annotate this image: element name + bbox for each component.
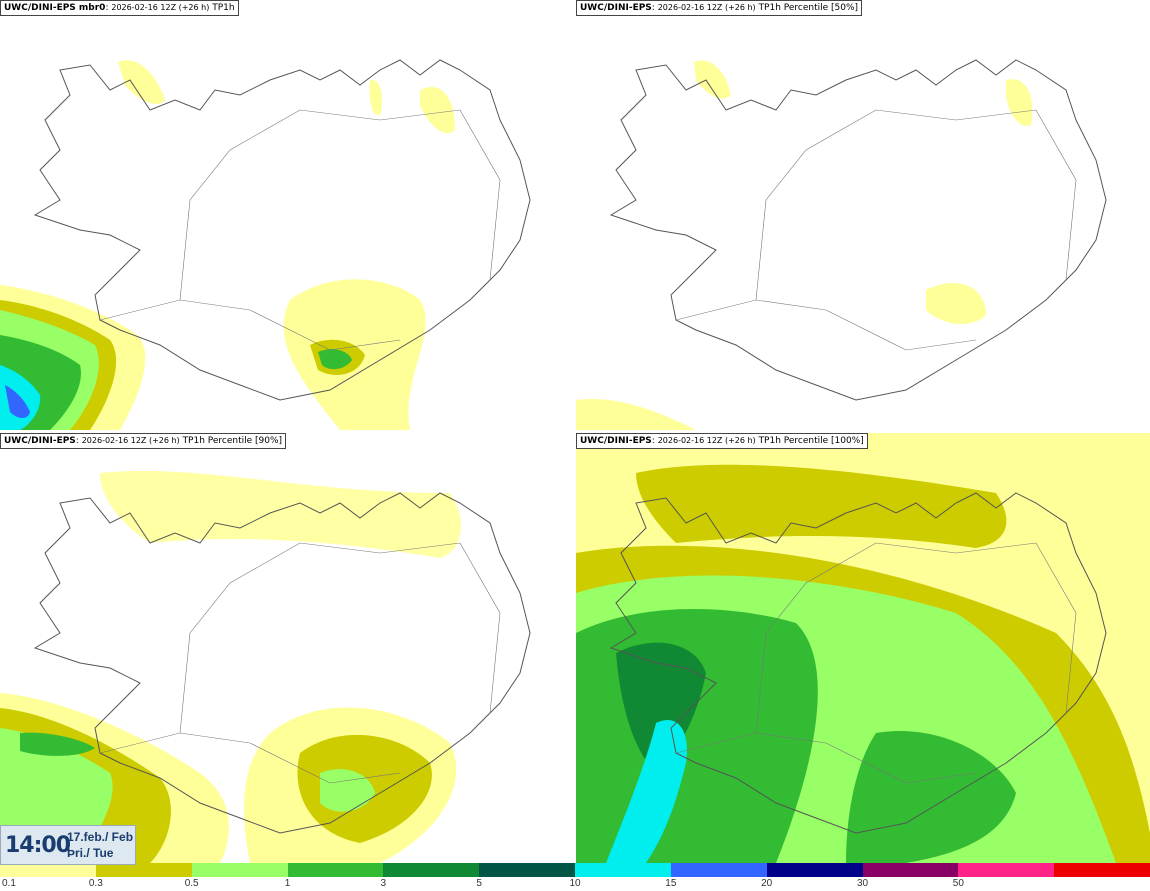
colorbar-segment bbox=[479, 863, 576, 877]
colorbar-label: 0.1 bbox=[2, 878, 16, 889]
map-panel-p100: UWC/DINI-EPS: 2026-02-16 12Z (+26 h) TP1… bbox=[576, 433, 1150, 863]
map-panel-p90: UWC/DINI-EPS: 2026-02-16 12Z (+26 h) TP1… bbox=[0, 433, 574, 863]
valid-time-box: 14:00 17.feb./ Feb Þri./ Tue bbox=[0, 825, 136, 865]
iceland-coastline bbox=[33, 59, 531, 401]
colorbar-label: 5 bbox=[476, 878, 482, 889]
panel-model: UWC/DINI-EPS bbox=[580, 436, 652, 446]
precip-map bbox=[0, 59, 531, 430]
panel-field: TP1h Percentile [90%] bbox=[182, 436, 283, 446]
colorbar-segment bbox=[958, 863, 1056, 877]
colorbar-label: 15 bbox=[665, 878, 677, 889]
panel-run: 2026-02-16 12Z (+26 h) bbox=[111, 3, 210, 12]
panel-field: TP1h Percentile [50%] bbox=[758, 3, 859, 13]
iceland-coastline bbox=[33, 492, 531, 834]
colorbar-label: 50 bbox=[952, 878, 964, 889]
precip-field bbox=[576, 60, 1033, 430]
colorbar-segment bbox=[383, 863, 481, 877]
valid-time-clock: 14:00 bbox=[5, 833, 71, 858]
colorbar-label: 0.5 bbox=[184, 878, 199, 889]
colorbar-segment bbox=[1054, 863, 1150, 877]
panel-model: UWC/DINI-EPS bbox=[580, 3, 652, 13]
panel-title: UWC/DINI-EPS mbr0: 2026-02-16 12Z (+26 h… bbox=[0, 0, 239, 16]
colorbar-label: 20 bbox=[761, 878, 773, 889]
road-lines bbox=[99, 542, 501, 784]
valid-date-line1: 17.feb./ Feb bbox=[67, 830, 134, 844]
panel-title: UWC/DINI-EPS: 2026-02-16 12Z (+26 h) TP1… bbox=[0, 433, 287, 449]
colorbar-segment bbox=[862, 863, 960, 877]
colorbar-segment bbox=[670, 863, 768, 877]
iceland-coastline bbox=[609, 492, 1107, 834]
colorbar-label: 10 bbox=[569, 878, 581, 889]
colorbar-label: 0.3 bbox=[88, 878, 103, 889]
precip-field bbox=[576, 433, 1150, 863]
colorbar-segment bbox=[575, 863, 672, 877]
panel-run: 2026-02-16 12Z (+26 h) bbox=[81, 436, 180, 445]
colorbar-segment bbox=[0, 863, 97, 877]
panel-model: UWC/DINI-EPS bbox=[4, 436, 76, 446]
iceland-coastline bbox=[609, 59, 1107, 401]
panel-run: 2026-02-16 12Z (+26 h) bbox=[657, 436, 756, 445]
precip-field bbox=[0, 470, 461, 863]
colorbar-segment bbox=[191, 863, 289, 877]
precip-field bbox=[0, 60, 455, 430]
panel-run: 2026-02-16 12Z (+26 h) bbox=[657, 3, 756, 12]
precip-map bbox=[576, 433, 1150, 863]
colorbar-segment bbox=[766, 863, 864, 877]
precip-colorbar bbox=[0, 863, 1150, 877]
panel-title: UWC/DINI-EPS: 2026-02-16 12Z (+26 h) TP1… bbox=[576, 433, 868, 449]
road-lines bbox=[675, 542, 1077, 784]
colorbar-segment bbox=[287, 863, 385, 877]
colorbar-label: 30 bbox=[856, 878, 869, 889]
panel-field: TP1h Percentile [100%] bbox=[758, 436, 864, 446]
panel-title: UWC/DINI-EPS: 2026-02-16 12Z (+26 h) TP1… bbox=[576, 0, 863, 16]
valid-date-line2: Þri./ Tue bbox=[67, 846, 114, 860]
road-lines bbox=[675, 109, 1077, 351]
colorbar-label: 1 bbox=[284, 878, 291, 889]
colorbar-label: 3 bbox=[380, 878, 387, 889]
road-lines bbox=[99, 109, 501, 351]
precip-map bbox=[576, 59, 1107, 430]
panel-field: TP1h bbox=[212, 3, 235, 13]
panel-model: UWC/DINI-EPS mbr0 bbox=[4, 3, 106, 13]
map-panel-p50: UWC/DINI-EPS: 2026-02-16 12Z (+26 h) TP1… bbox=[576, 0, 1150, 430]
map-panel-mbr0: UWC/DINI-EPS mbr0: 2026-02-16 12Z (+26 h… bbox=[0, 0, 574, 430]
colorbar-segment bbox=[95, 863, 193, 877]
precip-map bbox=[0, 470, 531, 863]
